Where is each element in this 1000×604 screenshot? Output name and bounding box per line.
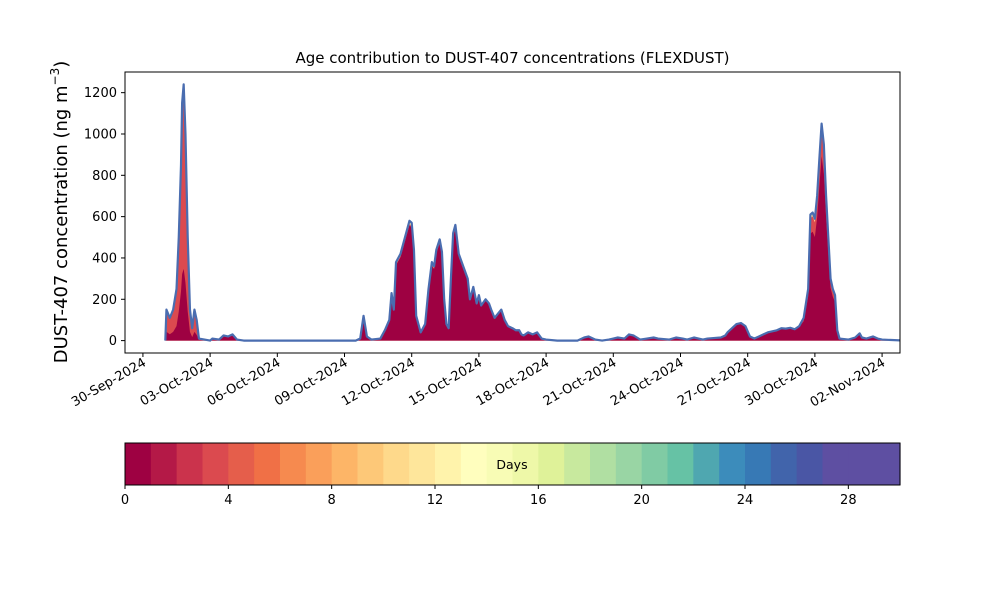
colorbar-segment <box>641 443 669 485</box>
colorbar-segment <box>564 443 591 485</box>
colorbar-segment <box>486 443 514 485</box>
colorbar-segment <box>770 443 798 485</box>
colorbar-segment <box>176 443 204 485</box>
x-tick-label: 21-Oct-2024 <box>541 355 619 409</box>
colorbar-tick-label: 16 <box>530 493 547 508</box>
y-tick-label: 400 <box>92 251 117 266</box>
plot-frame <box>124 71 901 354</box>
colorbar-segment <box>357 443 384 485</box>
y-tick-label: 800 <box>92 169 117 184</box>
colorbar-segment <box>409 443 436 485</box>
colorbar-segment <box>383 443 410 485</box>
y-axis-label-superscript: −3 <box>48 68 62 86</box>
colorbar-segment <box>512 443 539 485</box>
colorbar-segment <box>538 443 565 485</box>
colorbar-segment <box>435 443 462 485</box>
colorbar-segment <box>228 443 255 485</box>
colorbar-segment <box>848 443 875 485</box>
y-tick-label: 1000 <box>84 127 117 142</box>
colorbar-segment <box>305 443 333 485</box>
main-plot: 0 200 400 600 800 1000 1200 30-Sep-202403-Oct-2… <box>69 71 901 410</box>
age-band-older <box>165 88 900 341</box>
colorbar-tick-label: 12 <box>427 493 444 508</box>
series-line-total <box>164 83 900 342</box>
colorbar-segment <box>693 443 720 485</box>
colorbar-segment <box>745 443 772 485</box>
y-tick-label: 0 <box>109 334 117 349</box>
colorbar-segment <box>874 443 901 485</box>
colorbar-segment <box>254 443 281 485</box>
y-tick-label: 600 <box>92 210 117 225</box>
colorbar-tick-label: 24 <box>737 493 754 508</box>
x-tick-label: 30-Sep-2024 <box>69 355 149 410</box>
x-tick-label: 09-Oct-2024 <box>272 355 350 409</box>
colorbar-segment <box>590 443 617 485</box>
y-axis-label-close: ) <box>51 61 72 68</box>
x-tick-label: 06-Oct-2024 <box>205 355 283 409</box>
colorbar-segment <box>331 443 359 485</box>
colorbar-tick-label: 0 <box>121 493 129 508</box>
x-tick-label: 12-Oct-2024 <box>339 355 417 409</box>
y-tick-label: 1200 <box>84 86 117 101</box>
colorbar-frame <box>124 442 901 486</box>
x-tick-label: 02-Nov-2024 <box>808 355 888 410</box>
x-tick-label: 18-Oct-2024 <box>474 355 552 409</box>
colorbar-segment <box>719 443 746 485</box>
x-tick-label: 15-Oct-2024 <box>407 355 485 409</box>
x-tick-label: 03-Oct-2024 <box>138 355 216 409</box>
x-tick-label: 27-Oct-2024 <box>675 355 753 409</box>
y-tick-label: 200 <box>92 293 117 308</box>
colorbar-segment <box>460 443 488 485</box>
colorbar-tick-label: 8 <box>328 493 336 508</box>
y-axis-label: DUST-407 concentration (ng m−3) <box>48 61 72 364</box>
colorbar-segment <box>615 443 643 485</box>
age-band-1-3-days <box>165 97 900 341</box>
colorbar-label: Days <box>496 457 527 472</box>
colorbar-segment <box>280 443 307 485</box>
age-band-0-1-day <box>165 156 900 341</box>
colorbar-tick-label: 28 <box>840 493 857 508</box>
colorbar: 0 4 8 12 16 20 24 28 <box>121 442 901 508</box>
colorbar-tick-label: 20 <box>633 493 650 508</box>
chart-title: Age contribution to DUST-407 concentrati… <box>295 49 729 67</box>
colorbar-segment <box>125 443 152 485</box>
colorbar-segment <box>822 443 849 485</box>
colorbar-segment <box>667 443 694 485</box>
colorbar-segment <box>202 443 229 485</box>
y-axis-label-main: DUST-407 concentration (ng m <box>51 85 72 363</box>
x-tick-label: 24-Oct-2024 <box>608 355 686 409</box>
colorbar-segment <box>150 443 178 485</box>
colorbar-tick-label: 4 <box>224 493 232 508</box>
colorbar-segment <box>796 443 824 485</box>
